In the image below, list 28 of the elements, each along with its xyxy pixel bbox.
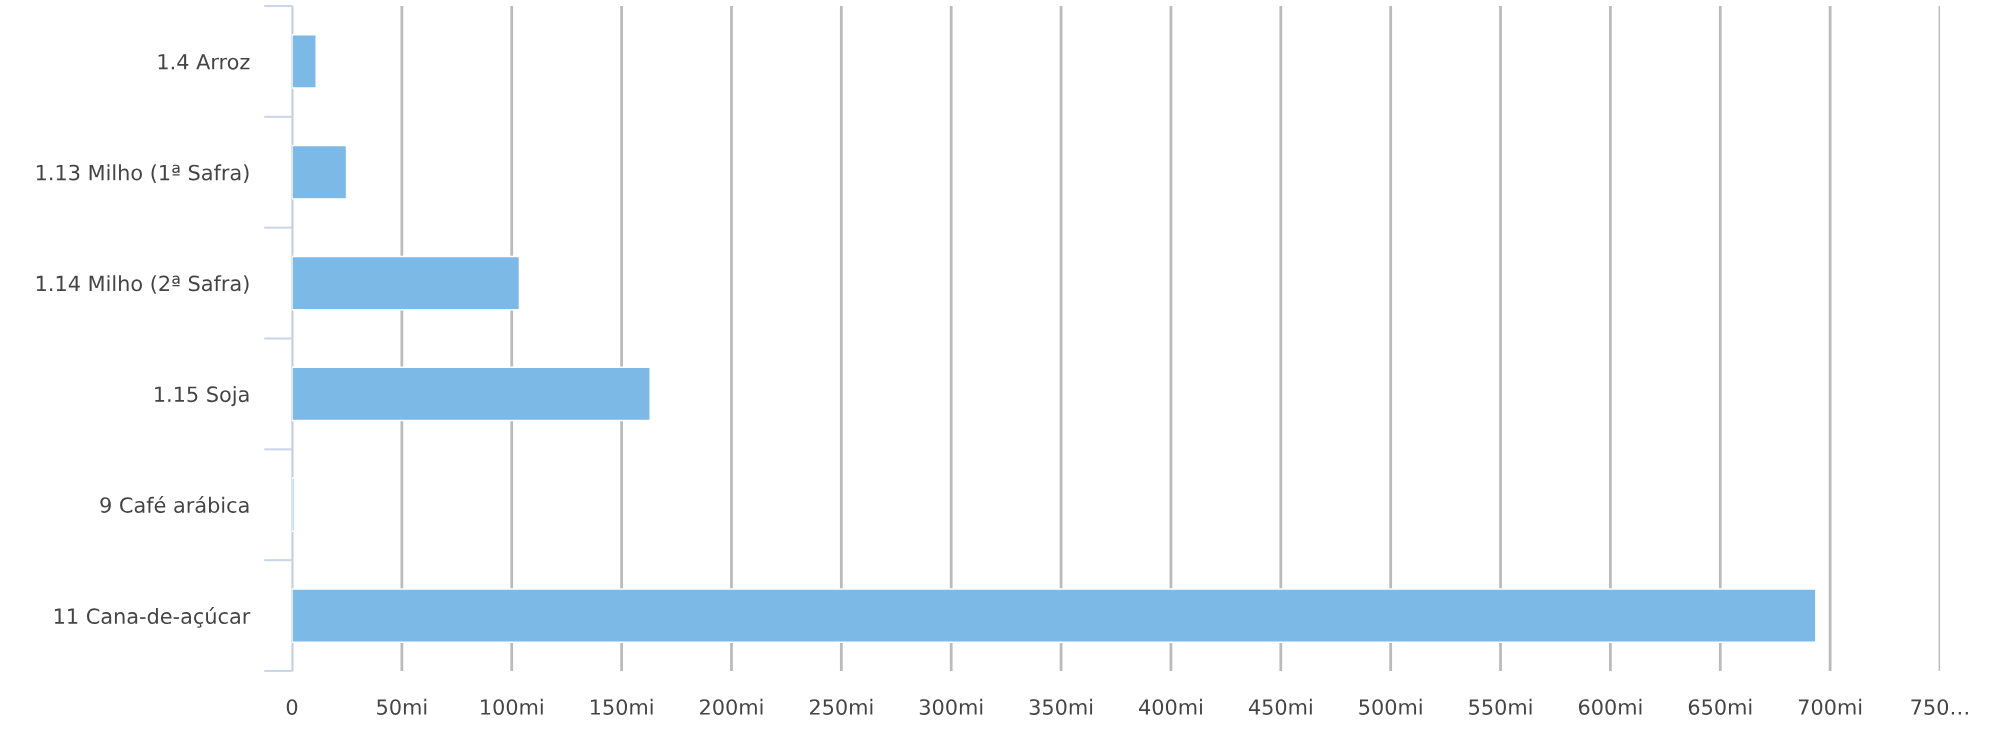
y-tick-label: 1.4 Arroz: [158, 54, 250, 70]
y-tick-label: 11 Cana-de-açúcar: [54, 607, 251, 628]
x-tick-label: 450mi: [1248, 698, 1312, 715]
y-tick-label: 1.14 Milho (2ª Safra): [36, 275, 249, 294]
y-tick-label: 9 Café arábica: [100, 496, 249, 513]
y-tick-label: 1.15 Soja: [155, 386, 249, 407]
bar: [292, 366, 651, 422]
x-tick-label: 750…: [1911, 699, 1968, 715]
x-tick-label: 100mi: [481, 698, 543, 715]
x-tick-label: 200mi: [700, 698, 763, 715]
x-tick-label: 600mi: [1578, 698, 1642, 715]
x-tick-label: 150mi: [590, 698, 653, 715]
bar: [292, 144, 348, 200]
bar: [292, 477, 295, 533]
x-tick-label: 250mi: [809, 698, 873, 715]
x-tick-label: 550mi: [1469, 698, 1532, 715]
x-tick-label: 50mi: [377, 698, 427, 715]
x-tick-label: 500mi: [1359, 698, 1422, 715]
bar: [292, 588, 1817, 643]
y-tick-label: 1.13 Milho (1ª Safra): [36, 164, 249, 183]
x-tick-label: 0: [286, 699, 298, 715]
x-tick-label: 650mi: [1688, 698, 1752, 715]
x-tick-label: 400mi: [1139, 698, 1202, 715]
x-tick-label: 300mi: [919, 698, 983, 715]
bar: [292, 255, 521, 311]
x-tick-label: 350mi: [1029, 698, 1093, 715]
bar: [292, 34, 317, 89]
x-tick-label: 700mi: [1798, 698, 1862, 715]
